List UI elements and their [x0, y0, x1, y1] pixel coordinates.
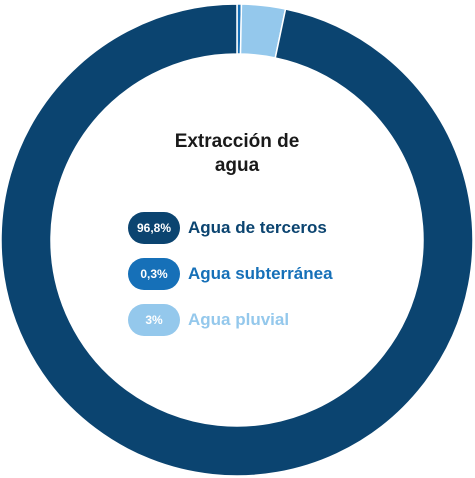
value-label: 0,3%	[128, 258, 180, 290]
legend-item: 96,8% Agua de terceros	[128, 210, 333, 246]
legend-item: 0,3% Agua subterránea	[128, 256, 333, 292]
legend: 96,8% Agua de terceros 0,3% Agua subterráne…	[128, 210, 333, 348]
value-label: 96,8%	[128, 212, 180, 244]
donut-slice	[0, 3, 474, 477]
legend-label: Agua subterránea	[188, 264, 333, 283]
legend-item: 3% Agua pluvial	[128, 302, 333, 338]
legend-label: Agua de terceros	[188, 218, 327, 237]
legend-label: Agua pluvial	[188, 310, 290, 329]
value-label: 3%	[128, 304, 180, 336]
chart-title: Extracción de agua	[174, 131, 300, 176]
